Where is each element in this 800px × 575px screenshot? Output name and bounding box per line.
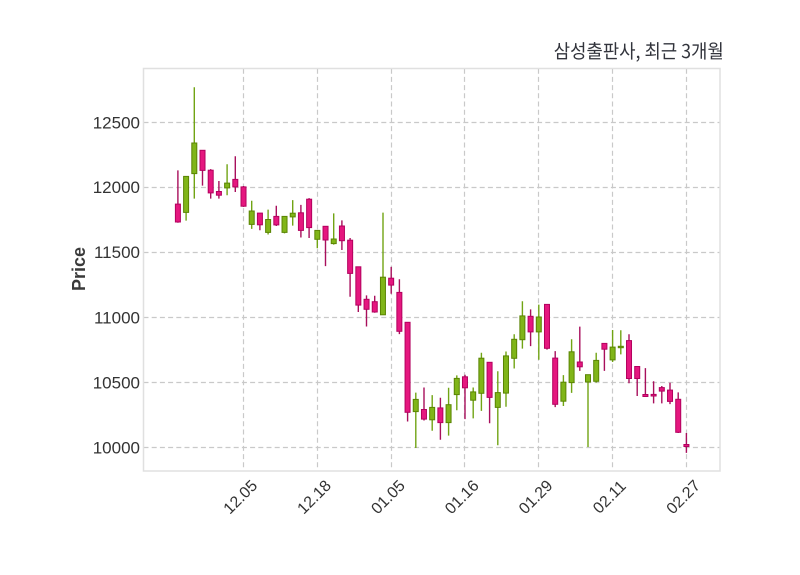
- svg-text:11000: 11000: [94, 308, 140, 327]
- svg-text:12000: 12000: [93, 178, 140, 197]
- svg-text:10500: 10500: [93, 373, 140, 392]
- svg-text:Price: Price: [69, 247, 89, 291]
- svg-text:11500: 11500: [94, 243, 140, 262]
- svg-text:10000: 10000: [93, 438, 140, 457]
- svg-text:12500: 12500: [93, 113, 140, 132]
